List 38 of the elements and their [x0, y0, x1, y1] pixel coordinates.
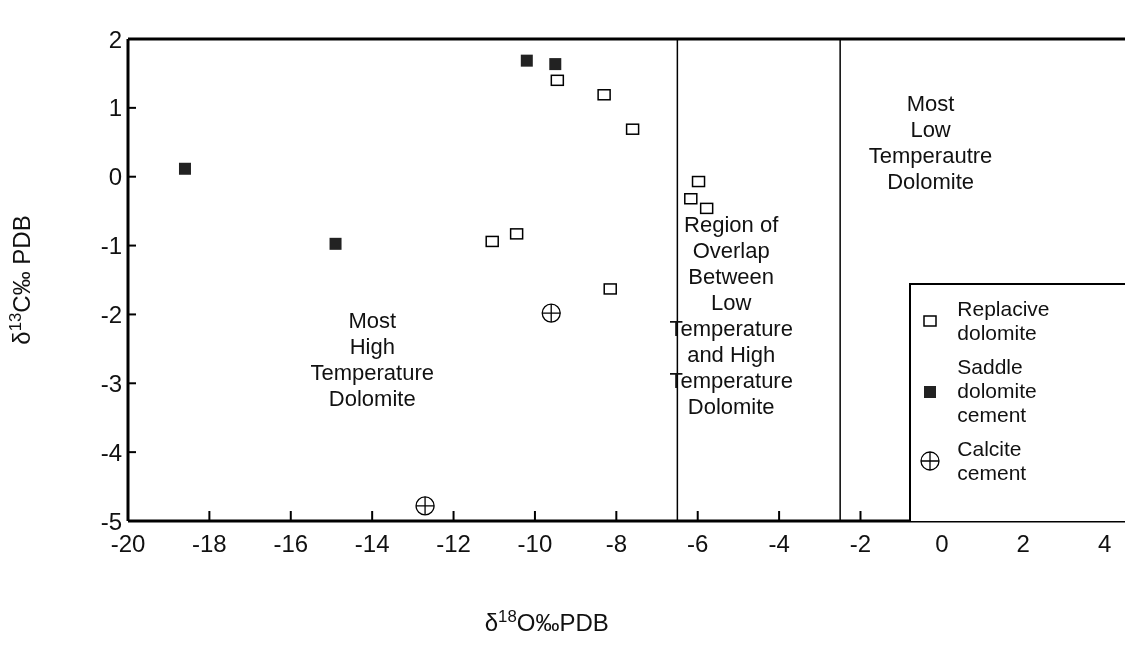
x-tick-label: 2	[1016, 530, 1030, 558]
y-tick-label: 0	[108, 163, 122, 191]
x-tick-label: -16	[273, 530, 309, 558]
point	[684, 193, 698, 205]
y-tick-label: 1	[108, 94, 122, 122]
y-tick-label: -2	[100, 300, 122, 328]
x-tick-label: -4	[768, 530, 790, 558]
legend-label: Calcite cement	[957, 437, 1028, 486]
legend-label: Replacive dolomite	[957, 297, 1051, 346]
legend-label: Saddle dolomite cement	[957, 355, 1038, 428]
point	[329, 237, 342, 250]
x-tick-label: -8	[605, 530, 627, 558]
x-tick-label: -6	[687, 530, 709, 558]
x-tick-label: -12	[436, 530, 471, 558]
point	[485, 235, 499, 248]
x-tick-label: 4	[1097, 530, 1112, 558]
x-tick-label: 0	[935, 530, 949, 558]
x-tick-label: -2	[849, 530, 872, 558]
x-tick-label: -10	[517, 530, 553, 558]
y-tick-label: -3	[100, 369, 122, 397]
point	[597, 89, 611, 101]
y-tick-label: -1	[100, 232, 122, 260]
y-tick-label: -4	[100, 438, 122, 466]
point	[550, 74, 565, 87]
point	[603, 283, 617, 295]
point	[520, 54, 533, 67]
point	[509, 228, 524, 240]
y-tick-label: 2	[108, 25, 122, 53]
x-axis-title: δ$^{18}$O‰PDB	[484, 606, 609, 636]
point	[625, 123, 640, 135]
point	[178, 162, 191, 175]
x-tick-label: -18	[192, 530, 227, 558]
annotation: Most High Temperature Dolomite	[310, 308, 435, 412]
point	[691, 175, 706, 188]
point	[549, 58, 562, 71]
point	[699, 202, 714, 215]
annotation: Most Low Temperautre Dolomite	[868, 91, 993, 195]
x-tick-label: -14	[354, 530, 390, 558]
